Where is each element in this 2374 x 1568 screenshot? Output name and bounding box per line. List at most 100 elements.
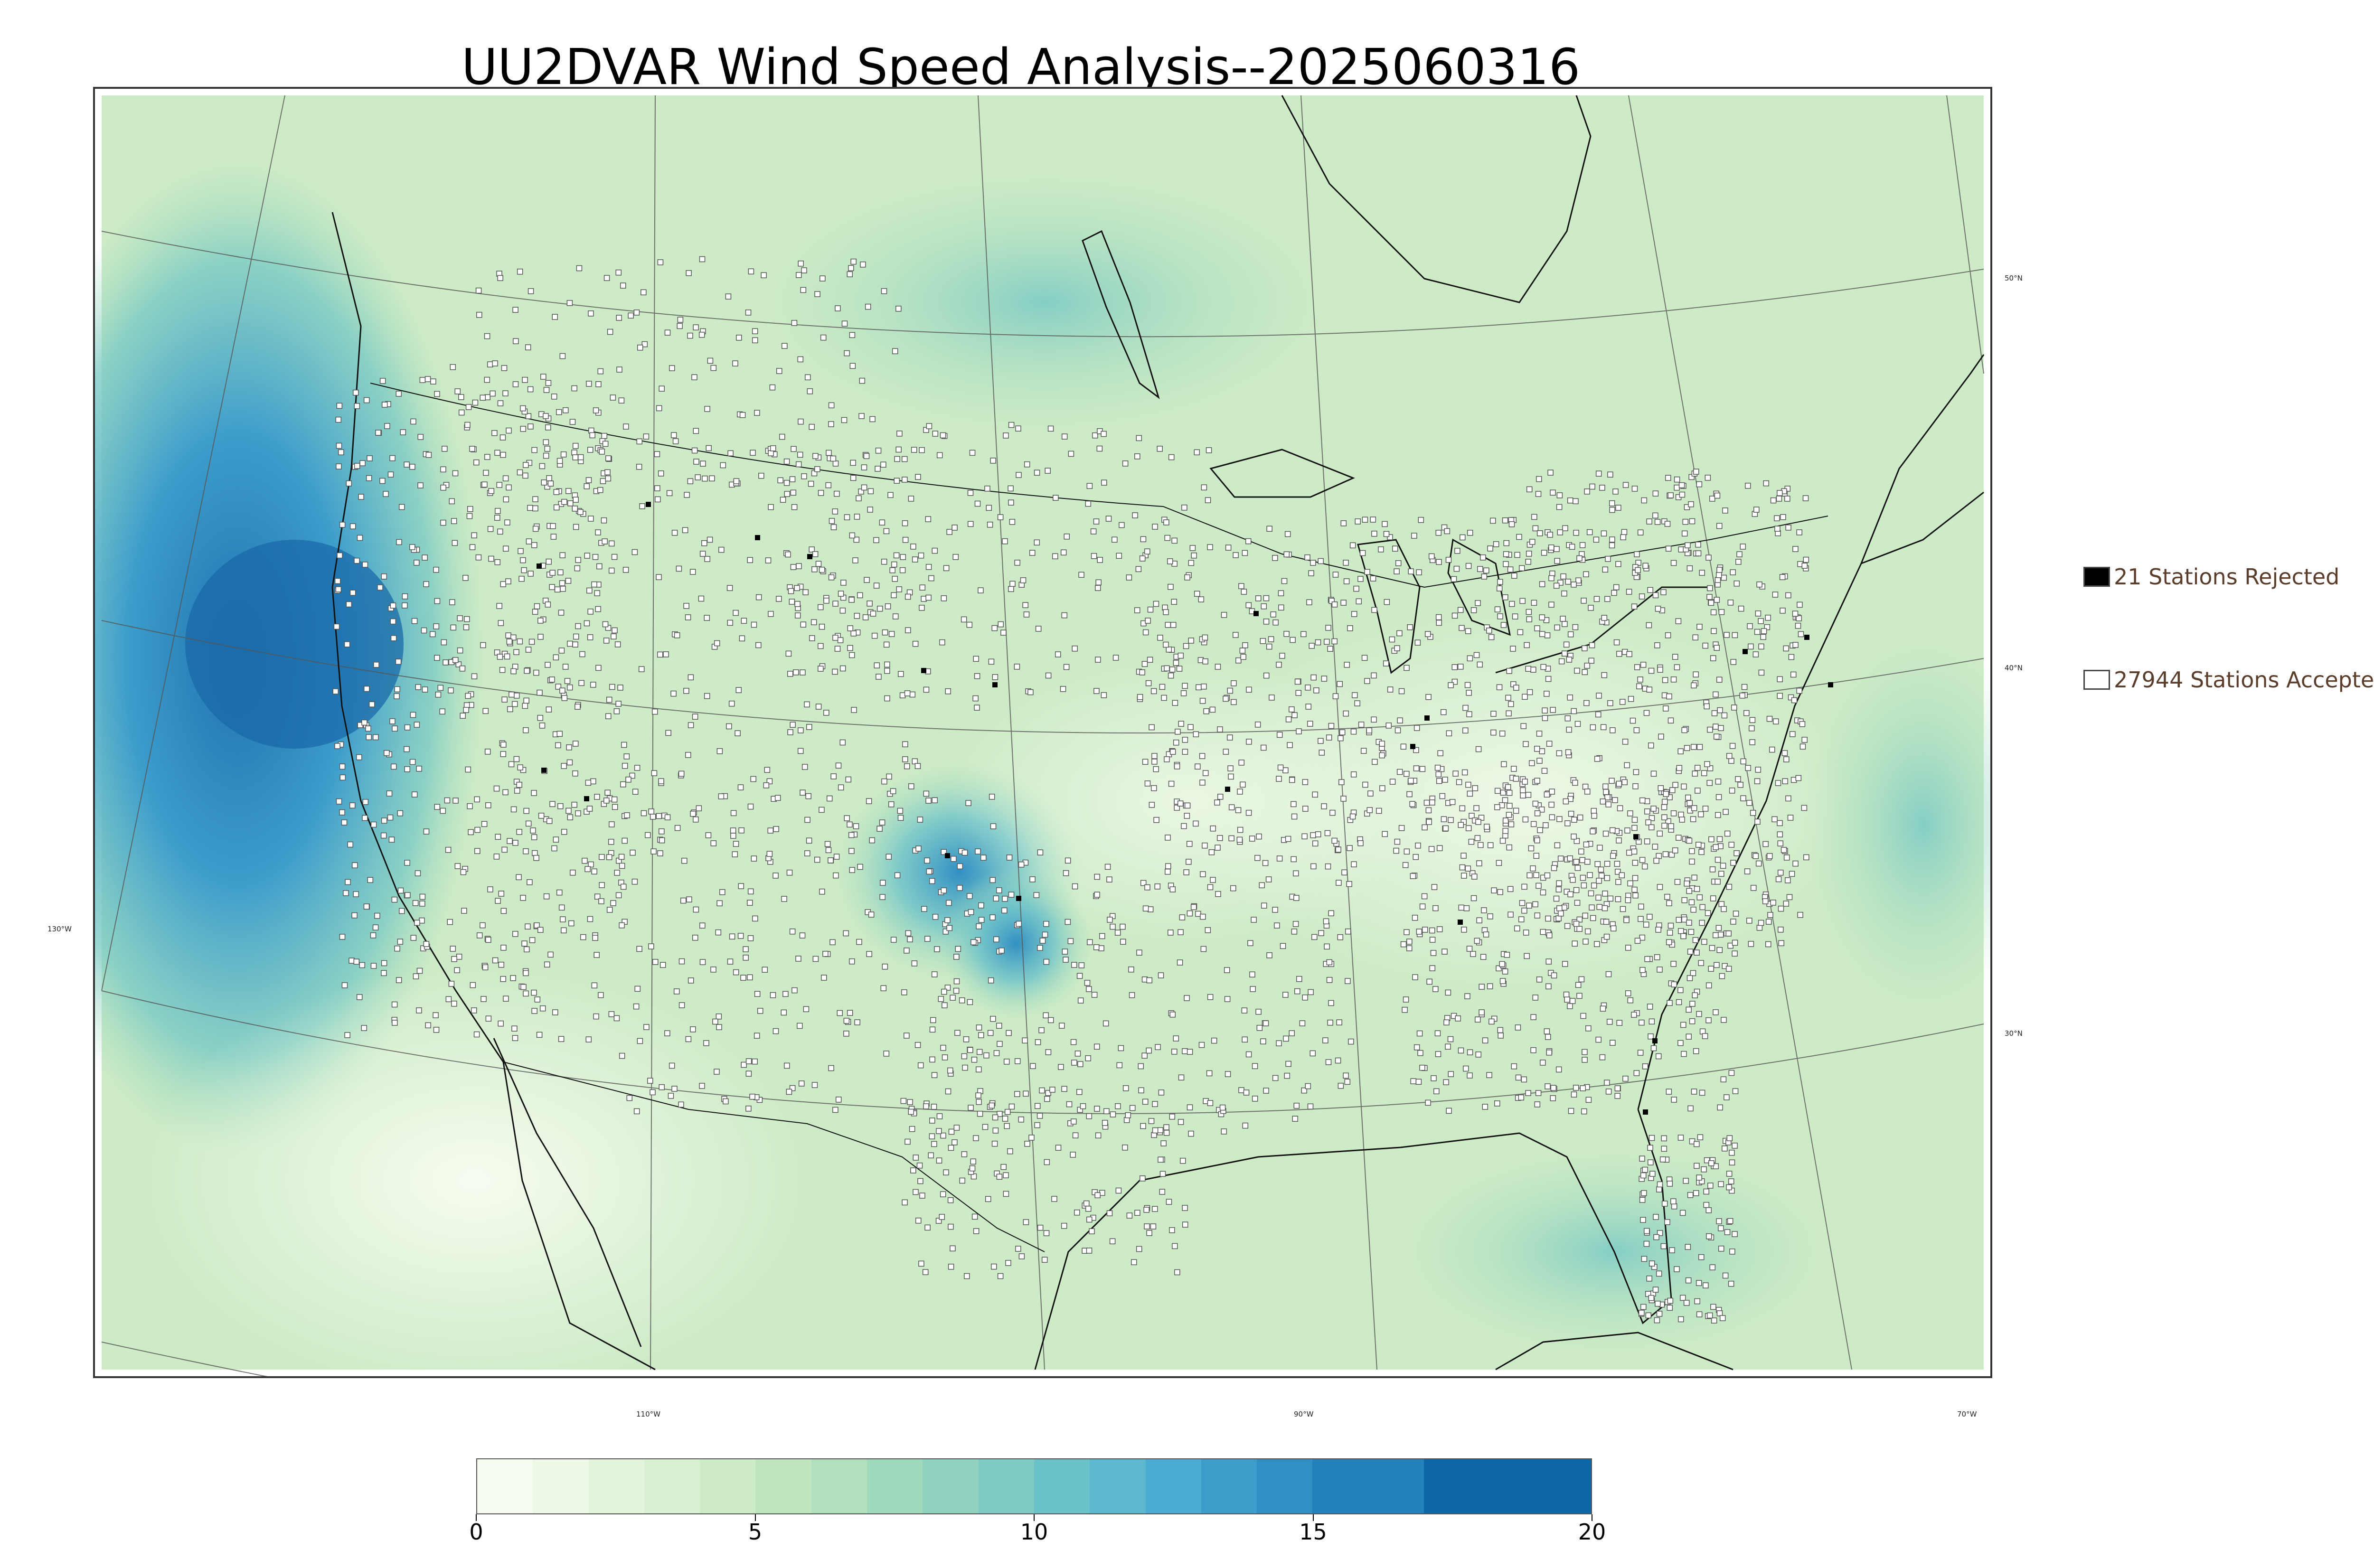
accepted-station (1667, 1000, 1673, 1006)
accepted-station (1500, 622, 1507, 628)
accepted-station (410, 712, 416, 718)
accepted-station (1523, 930, 1529, 936)
accepted-station (1677, 1135, 1684, 1141)
accepted-station (939, 1214, 945, 1220)
accepted-station (1755, 610, 1762, 617)
accepted-station (1228, 835, 1234, 842)
accepted-station (561, 498, 567, 505)
accepted-station (919, 584, 926, 591)
accepted-station (525, 413, 532, 419)
accepted-station (585, 477, 592, 483)
accepted-station (1574, 667, 1580, 674)
accepted-station (1318, 558, 1324, 564)
accepted-station (546, 818, 553, 824)
accepted-station (1150, 688, 1157, 695)
accepted-station (987, 521, 993, 528)
accepted-station (916, 1162, 923, 1169)
accepted-station (1086, 986, 1092, 992)
accepted-station (599, 854, 605, 860)
accepted-station (1225, 545, 1232, 551)
accepted-station (509, 691, 515, 698)
accepted-station (705, 832, 712, 838)
accepted-station (1690, 906, 1696, 913)
accepted-station (1633, 727, 1640, 733)
accepted-station (1408, 778, 1414, 784)
accepted-station (1355, 518, 1361, 525)
accepted-station (925, 516, 932, 522)
accepted-station (1686, 920, 1692, 926)
accepted-station (1705, 910, 1711, 916)
accepted-station (1616, 780, 1622, 787)
accepted-station (544, 446, 551, 452)
lon-label-130w: 130°W (47, 925, 72, 933)
accepted-station (1035, 626, 1042, 632)
accepted-station (590, 778, 596, 785)
accepted-station (1186, 841, 1193, 847)
accepted-station (500, 742, 507, 748)
accepted-station (1579, 542, 1586, 548)
accepted-station (1179, 914, 1186, 920)
accepted-station (844, 815, 850, 821)
accepted-station (1149, 802, 1155, 808)
accepted-station (1061, 433, 1068, 440)
accepted-station (396, 539, 402, 545)
accepted-station (1534, 837, 1540, 844)
accepted-station (1558, 658, 1565, 665)
accepted-station (1657, 1230, 1663, 1236)
accepted-station (1136, 1246, 1142, 1252)
accepted-station (618, 854, 625, 860)
accepted-station (643, 1024, 650, 1030)
accepted-station (1603, 789, 1609, 795)
accepted-station (1324, 943, 1330, 950)
accepted-station (528, 638, 535, 645)
accepted-station (1530, 1014, 1536, 1020)
accepted-station (1767, 912, 1773, 918)
accepted-station (467, 506, 473, 512)
accepted-station (1163, 641, 1169, 648)
accepted-station (338, 449, 344, 455)
accepted-station (358, 494, 364, 500)
accepted-station (1296, 728, 1302, 734)
accepted-station (1631, 486, 1638, 492)
accepted-station (707, 536, 713, 543)
accepted-station (549, 676, 555, 683)
accepted-station (558, 1036, 565, 1042)
accepted-station (392, 725, 398, 732)
accepted-station (1605, 801, 1611, 807)
accepted-station (1502, 827, 1509, 834)
accepted-station (417, 434, 424, 440)
accepted-station (641, 810, 647, 817)
accepted-station (1475, 746, 1482, 752)
accepted-station (1315, 639, 1321, 646)
accepted-station (1055, 1145, 1062, 1151)
accepted-station (1703, 1202, 1710, 1208)
accepted-station (559, 580, 565, 586)
accepted-station (953, 978, 960, 985)
accepted-station (362, 562, 368, 568)
accepted-station (439, 708, 445, 715)
accepted-station (1174, 763, 1180, 770)
accepted-station (752, 1058, 758, 1065)
accepted-station (972, 695, 979, 702)
accepted-station (575, 704, 581, 710)
accepted-station (1640, 1172, 1647, 1179)
accepted-station (929, 1056, 935, 1063)
accepted-station (603, 638, 610, 644)
accepted-station (1045, 1090, 1051, 1096)
accepted-station (1086, 1216, 1093, 1223)
accepted-station (1785, 795, 1791, 802)
accepted-station (1634, 664, 1640, 670)
accepted-station (492, 360, 498, 366)
rejected-station (1828, 682, 1833, 687)
accepted-station (803, 1006, 810, 1013)
accepted-station (1072, 1132, 1079, 1138)
accepted-station (1077, 1107, 1083, 1113)
accepted-station (1632, 860, 1639, 866)
accepted-station (1600, 724, 1607, 731)
accepted-station (474, 796, 480, 803)
accepted-station (544, 961, 550, 968)
accepted-station (1343, 1072, 1349, 1079)
accepted-station (1504, 952, 1510, 958)
accepted-station (586, 381, 592, 387)
accepted-station (370, 821, 377, 828)
